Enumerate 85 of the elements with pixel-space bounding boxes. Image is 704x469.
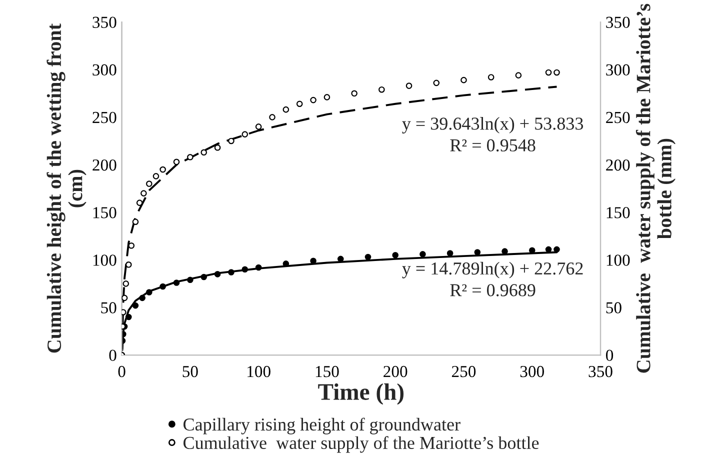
y2-tick-label: 200 bbox=[606, 159, 630, 171]
point bbox=[378, 86, 385, 93]
y-tick-label: 0 bbox=[109, 350, 116, 361]
point bbox=[420, 251, 426, 258]
point bbox=[173, 158, 180, 166]
point bbox=[446, 250, 454, 256]
point bbox=[460, 76, 467, 84]
point bbox=[242, 131, 248, 138]
point bbox=[545, 246, 552, 253]
point bbox=[200, 149, 208, 156]
annotation: R² = 0.9548 bbox=[450, 139, 536, 152]
point bbox=[269, 114, 276, 120]
point bbox=[132, 302, 139, 309]
point bbox=[433, 80, 440, 86]
point bbox=[310, 258, 316, 264]
point bbox=[228, 269, 234, 276]
point bbox=[139, 294, 146, 302]
x-tick-label: 300 bbox=[520, 366, 544, 378]
y2-tick-label: 50 bbox=[606, 302, 622, 314]
point bbox=[351, 90, 358, 97]
point bbox=[173, 280, 180, 286]
point bbox=[128, 242, 135, 249]
point bbox=[242, 266, 248, 273]
x-tick-label: 50 bbox=[182, 366, 198, 378]
annotation: R² = 0.9689 bbox=[450, 284, 536, 296]
point bbox=[140, 190, 147, 196]
point bbox=[160, 166, 166, 173]
point bbox=[214, 144, 221, 151]
point bbox=[255, 264, 262, 271]
point bbox=[474, 249, 481, 256]
x-axis-title: Time (h) bbox=[318, 383, 404, 405]
point bbox=[132, 218, 139, 225]
y2-tick-label: 0 bbox=[606, 350, 614, 361]
point bbox=[296, 100, 303, 108]
annotation: y = 39.643ln(x) + 53.833 bbox=[402, 117, 584, 134]
y-tick-label: 100 bbox=[93, 254, 116, 266]
y2-tick-label: 300 bbox=[606, 64, 630, 76]
point bbox=[515, 72, 522, 78]
point bbox=[554, 246, 560, 253]
point bbox=[187, 276, 194, 284]
y-tick-label: 150 bbox=[93, 207, 116, 218]
annotation: y = 14.789ln(x) + 22.762 bbox=[402, 262, 583, 278]
point bbox=[146, 180, 152, 187]
point bbox=[200, 274, 208, 280]
y2-tick-label: 350 bbox=[606, 16, 630, 28]
y-tick-label: 50 bbox=[101, 302, 116, 314]
y2-tick-label: 150 bbox=[606, 207, 630, 218]
x-tick-label: 350 bbox=[588, 366, 612, 378]
point bbox=[554, 69, 560, 76]
point bbox=[152, 173, 160, 180]
x-tick-label: 0 bbox=[118, 366, 126, 378]
point bbox=[214, 271, 221, 278]
point bbox=[255, 124, 262, 130]
point bbox=[488, 74, 494, 80]
point bbox=[545, 69, 552, 76]
x-tick-label: 150 bbox=[316, 366, 339, 378]
point bbox=[122, 280, 130, 287]
point bbox=[406, 82, 412, 89]
legend-label: Cumulative water supply of the Mariotte’s bottle bbox=[184, 436, 539, 453]
point bbox=[146, 289, 152, 296]
y-axis-title: Cumulative height of the wetting front (cm) bbox=[46, 24, 86, 353]
y2-axis-title: Cumulative water supply of the Mariotte’s bottle (mm) bbox=[636, 4, 676, 373]
point bbox=[392, 252, 398, 258]
y-tick-label: 250 bbox=[92, 112, 116, 124]
x-tick-label: 250 bbox=[452, 366, 476, 378]
y2-tick-label: 100 bbox=[606, 254, 630, 266]
x-tick-label: 200 bbox=[384, 366, 408, 378]
point bbox=[228, 138, 234, 144]
x-tick-label: 100 bbox=[248, 366, 270, 378]
y-tick-label: 350 bbox=[92, 16, 116, 28]
point bbox=[282, 106, 290, 113]
point bbox=[136, 200, 143, 206]
point bbox=[187, 154, 194, 160]
legend-label: Capillary rising height of groundwater bbox=[184, 418, 460, 434]
point bbox=[125, 261, 132, 268]
point bbox=[122, 294, 128, 302]
point bbox=[324, 94, 330, 100]
y-tick-label: 200 bbox=[92, 159, 116, 171]
y-tick-label: 300 bbox=[92, 64, 116, 76]
y2-tick-label: 250 bbox=[606, 112, 630, 124]
point bbox=[160, 283, 166, 290]
point bbox=[364, 254, 372, 260]
point bbox=[125, 314, 132, 320]
point bbox=[337, 256, 344, 262]
point bbox=[310, 96, 316, 104]
